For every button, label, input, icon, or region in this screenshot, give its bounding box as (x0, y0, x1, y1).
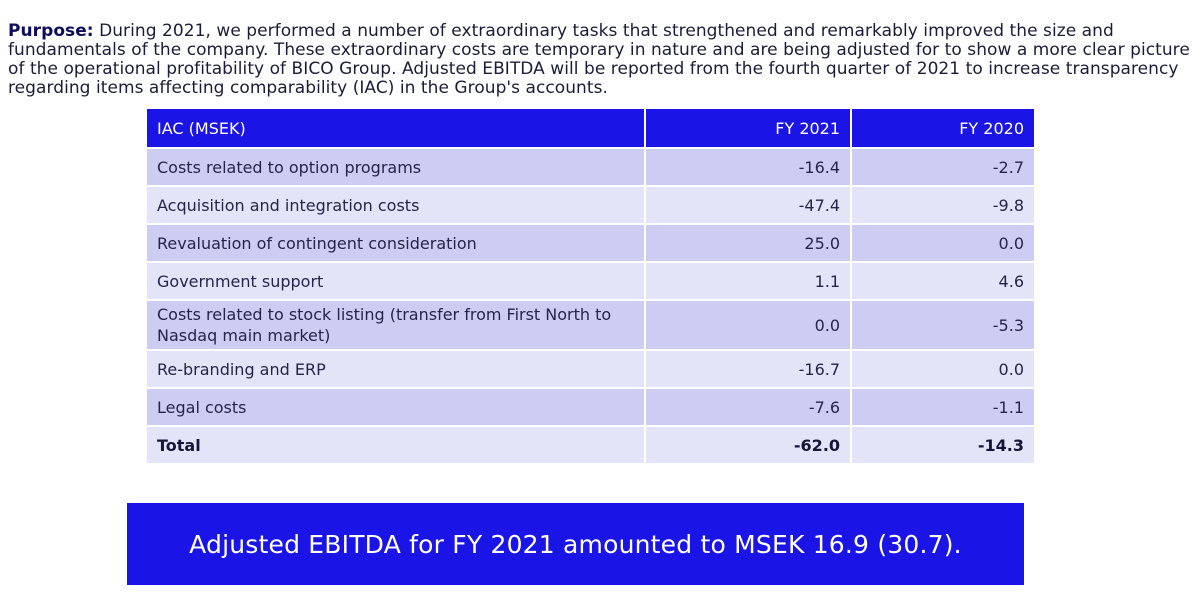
table-header-row: IAC (MSEK) FY 2021 FY 2020 (147, 109, 1034, 149)
total-label: Total (147, 426, 647, 463)
row-label: Acquisition and integration costs (147, 186, 647, 225)
header-fy2020: FY 2020 (851, 109, 1034, 149)
row-fy2020-value: 0.0 (851, 224, 1034, 263)
row-fy2020-value: -1.1 (851, 388, 1034, 427)
table-row: Government support 1.1 4.6 (147, 262, 1034, 301)
purpose-lead: Purpose: (8, 21, 94, 41)
row-fy2020-value: -9.8 (851, 186, 1034, 225)
row-label: Re-branding and ERP (147, 350, 647, 389)
table-total-row: Total -62.0 -14.3 (147, 426, 1034, 463)
row-label: Costs related to stock listing (transfer… (147, 300, 647, 351)
callout-text: Adjusted EBITDA for FY 2021 amounted to … (189, 529, 962, 559)
row-fy2020-value: 4.6 (851, 262, 1034, 301)
iac-table: IAC (MSEK) FY 2021 FY 2020 Costs related… (147, 109, 1034, 463)
row-label: Revaluation of contingent consideration (147, 224, 647, 263)
header-fy2021: FY 2021 (645, 109, 853, 149)
table-row: Revaluation of contingent consideration … (147, 224, 1034, 263)
row-fy2020-value: 0.0 (851, 350, 1034, 389)
purpose-text: During 2021, we performed a number of ex… (8, 21, 1190, 98)
row-fy2021-value: 1.1 (645, 262, 853, 301)
row-fy2020-value: -5.3 (851, 300, 1034, 351)
row-fy2021-value: 0.0 (645, 300, 853, 351)
row-fy2021-value: -16.7 (645, 350, 853, 389)
row-fy2021-value: -47.4 (645, 186, 853, 225)
purpose-paragraph: Purpose: During 2021, we performed a num… (8, 22, 1194, 98)
table-row: Costs related to stock listing (transfer… (147, 300, 1034, 351)
row-label: Government support (147, 262, 647, 301)
table-row: Legal costs -7.6 -1.1 (147, 388, 1034, 427)
header-iac-msek: IAC (MSEK) (147, 109, 647, 149)
table-row: Costs related to option programs -16.4 -… (147, 148, 1034, 187)
row-fy2021-value: -7.6 (645, 388, 853, 427)
row-fy2021-value: -16.4 (645, 148, 853, 187)
row-fy2020-value: -2.7 (851, 148, 1034, 187)
total-fy2021-value: -62.0 (645, 426, 853, 463)
row-fy2021-value: 25.0 (645, 224, 853, 263)
row-label: Legal costs (147, 388, 647, 427)
adjusted-ebitda-callout: Adjusted EBITDA for FY 2021 amounted to … (127, 503, 1024, 585)
total-fy2020-value: -14.3 (851, 426, 1034, 463)
row-label: Costs related to option programs (147, 148, 647, 187)
table-row: Re-branding and ERP -16.7 0.0 (147, 350, 1034, 389)
table-row: Acquisition and integration costs -47.4 … (147, 186, 1034, 225)
